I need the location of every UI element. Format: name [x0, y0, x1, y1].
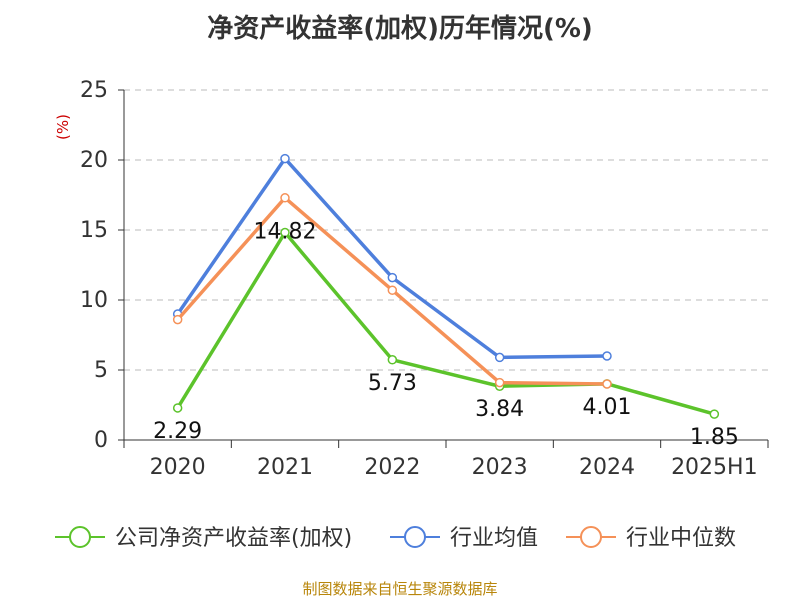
source-note: 制图数据来自恒生聚源数据库 [302, 580, 498, 598]
x-tick-label: 2021 [257, 455, 313, 480]
data-point [494, 352, 505, 363]
chart-title: 净资产收益率(加权)历年情况(%) [207, 14, 593, 44]
data-point [602, 351, 612, 361]
series-line-1 [176, 156, 608, 360]
x-tick-label: 2022 [364, 455, 420, 480]
legend-marker-1 [404, 526, 426, 548]
x-tick-label: 2025H1 [671, 455, 758, 480]
y-tick-label: 0 [94, 428, 108, 453]
data-point [602, 379, 612, 389]
x-tick-label: 2020 [150, 455, 206, 480]
series-lines [172, 153, 720, 419]
legend-label-2: 行业中位数 [626, 526, 736, 551]
data-label: 1.85 [690, 425, 739, 450]
data-point [172, 403, 183, 413]
y-tick-label: 25 [80, 78, 108, 103]
data-point [280, 227, 290, 238]
y-tick-label: 15 [80, 218, 108, 243]
y-tick-label: 20 [80, 148, 108, 173]
data-label: 4.01 [583, 395, 632, 420]
x-tick-label: 2024 [579, 455, 635, 480]
legend-marker-0 [69, 526, 91, 548]
axes: 0 5 10 15 20 25 2020 2021 2022 2023 2024 2025H1 [80, 78, 769, 480]
data-point [387, 285, 398, 295]
data-label: 3.84 [475, 397, 524, 422]
data-label: 14.82 [254, 220, 317, 245]
legend-label-1: 行业均值 [450, 526, 538, 551]
grid-lines [124, 89, 768, 371]
data-labels: 2.29 14.82 5.73 3.84 4.01 1.85 [153, 220, 739, 451]
data-point [387, 355, 398, 365]
data-point [387, 272, 398, 283]
y-axis-unit-label: (%) [54, 114, 72, 140]
x-tick-label: 2023 [472, 455, 528, 480]
legend: 公司净资产收益率(加权) 行业均值 行业中位数 [55, 526, 736, 551]
data-point [709, 409, 720, 419]
data-point [172, 314, 183, 325]
data-point [280, 153, 290, 164]
series-line-0 [176, 230, 715, 416]
y-tick-label: 10 [80, 288, 108, 313]
data-label: 2.29 [153, 419, 202, 444]
y-tick-label: 5 [94, 358, 108, 383]
legend-label-0: 公司净资产收益率(加权) [115, 526, 352, 551]
legend-marker-2 [580, 526, 602, 548]
data-point [494, 377, 505, 388]
data-point [280, 193, 290, 203]
data-label: 5.73 [368, 371, 417, 396]
